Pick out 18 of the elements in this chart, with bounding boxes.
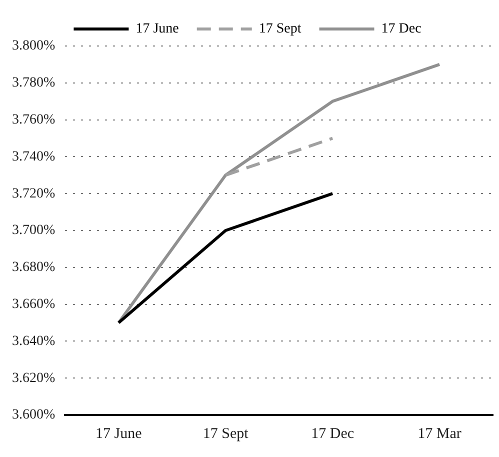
x-tick-label: 17 Dec	[311, 426, 354, 442]
y-tick-label: 3.760%	[12, 112, 56, 128]
x-tick-label: 17 June	[96, 426, 142, 442]
y-tick-label: 3.660%	[12, 296, 56, 312]
legend-label: 17 June	[136, 22, 179, 37]
y-tick-label: 3.740%	[12, 149, 56, 164]
y-tick-label: 3.620%	[12, 370, 56, 386]
x-tick-label: 17 Sept	[202, 426, 250, 442]
y-tick-label: 3.640%	[12, 334, 56, 349]
legend-label: 17 Sept	[258, 22, 302, 37]
y-tick-label: 3.800%	[12, 38, 56, 54]
y-tick-label: 3.780%	[12, 76, 56, 91]
legend-label: 17 Dec	[381, 22, 422, 37]
y-tick-label: 3.720%	[12, 186, 56, 202]
y-tick-label: 3.700%	[12, 223, 56, 238]
x-tick-label: 17 Mar	[418, 426, 462, 442]
y-tick-label: 3.600%	[12, 408, 56, 423]
y-tick-label: 3.680%	[12, 260, 56, 276]
